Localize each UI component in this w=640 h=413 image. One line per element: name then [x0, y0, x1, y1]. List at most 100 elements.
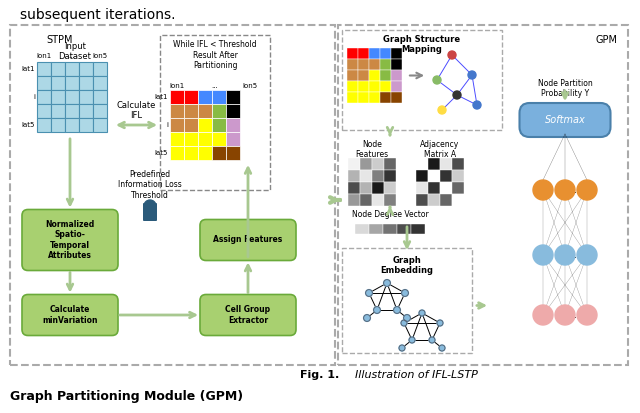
Circle shape [439, 345, 445, 351]
Bar [428, 194, 440, 206]
Text: While IFL < Threshold: While IFL < Threshold [173, 40, 257, 49]
Bar [37, 118, 51, 132]
Bar [79, 90, 93, 104]
Bar [347, 70, 358, 81]
Text: Fig. 1.: Fig. 1. [300, 370, 340, 380]
FancyBboxPatch shape [22, 294, 118, 335]
Text: ...: ... [572, 185, 580, 195]
Bar [372, 158, 384, 170]
Bar [93, 62, 107, 76]
Circle shape [555, 245, 575, 265]
Text: ...: ... [212, 83, 218, 89]
Bar [369, 224, 383, 234]
Bar [226, 104, 240, 118]
Bar [372, 194, 384, 206]
Bar [79, 76, 93, 90]
Bar [37, 76, 51, 90]
Text: lon1: lon1 [36, 53, 52, 59]
Circle shape [438, 106, 446, 114]
Bar [416, 194, 428, 206]
Circle shape [533, 245, 553, 265]
Text: Illustration of IFL-LSTP: Illustration of IFL-LSTP [355, 370, 478, 380]
Bar [348, 182, 360, 194]
Circle shape [394, 306, 401, 313]
Bar [391, 59, 402, 70]
Bar [198, 90, 212, 104]
Circle shape [409, 337, 415, 343]
FancyBboxPatch shape [160, 35, 270, 190]
Text: Normalized
Spatio-
Temporal
Attributes: Normalized Spatio- Temporal Attributes [45, 220, 95, 260]
Bar [212, 146, 226, 160]
Text: Result After
Partitioning: Result After Partitioning [193, 51, 237, 70]
Circle shape [577, 180, 597, 200]
Circle shape [429, 337, 435, 343]
Bar [384, 194, 396, 206]
Bar [372, 182, 384, 194]
Text: lat1: lat1 [154, 94, 168, 100]
Text: i: i [166, 122, 168, 128]
Bar [440, 194, 452, 206]
Text: $S_n$: $S_n$ [582, 185, 591, 195]
Bar [428, 158, 440, 170]
Bar [397, 224, 411, 234]
Bar [369, 81, 380, 92]
Circle shape [533, 180, 553, 200]
Circle shape [577, 245, 597, 265]
Circle shape [468, 71, 476, 79]
Circle shape [399, 345, 405, 351]
Circle shape [448, 51, 456, 59]
Bar [51, 76, 65, 90]
Bar [380, 59, 391, 70]
Text: Adjacency
Matrix A: Adjacency Matrix A [420, 140, 460, 159]
Bar [65, 90, 79, 104]
Text: lon5: lon5 [92, 53, 108, 59]
Bar [384, 158, 396, 170]
Text: Calculate
minVariation: Calculate minVariation [42, 305, 98, 325]
Bar [380, 48, 391, 59]
Bar [212, 118, 226, 132]
Bar [65, 62, 79, 76]
Bar [93, 118, 107, 132]
Bar [452, 170, 464, 182]
Bar [226, 118, 240, 132]
Bar [358, 92, 369, 103]
Bar [348, 158, 360, 170]
Bar [391, 70, 402, 81]
Bar [170, 146, 184, 160]
Text: lat5: lat5 [155, 150, 168, 156]
Bar [65, 76, 79, 90]
Bar [198, 118, 212, 132]
Bar [384, 182, 396, 194]
Bar [360, 182, 372, 194]
Bar [51, 62, 65, 76]
FancyBboxPatch shape [342, 248, 472, 353]
Text: Calculate
IFL: Calculate IFL [117, 101, 156, 120]
Circle shape [383, 280, 390, 286]
Circle shape [144, 200, 156, 212]
Bar [452, 182, 464, 194]
Bar [440, 170, 452, 182]
Bar [372, 170, 384, 182]
Bar [391, 81, 402, 92]
Circle shape [419, 310, 425, 316]
Text: GPM: GPM [596, 35, 618, 45]
Bar [416, 182, 428, 194]
Text: Node Degree Vector: Node Degree Vector [351, 210, 428, 219]
Circle shape [433, 76, 441, 84]
Circle shape [533, 305, 553, 325]
Text: Graph
Embedding: Graph Embedding [381, 256, 433, 275]
Bar [369, 48, 380, 59]
Bar [358, 70, 369, 81]
Bar [380, 92, 391, 103]
Bar [212, 132, 226, 146]
Bar [170, 132, 184, 146]
Bar [355, 224, 369, 234]
Bar [383, 224, 397, 234]
Bar [226, 90, 240, 104]
Bar [184, 90, 198, 104]
Text: ...: ... [572, 310, 580, 320]
Bar [51, 104, 65, 118]
FancyBboxPatch shape [200, 219, 296, 261]
FancyBboxPatch shape [22, 209, 118, 271]
Bar [369, 92, 380, 103]
